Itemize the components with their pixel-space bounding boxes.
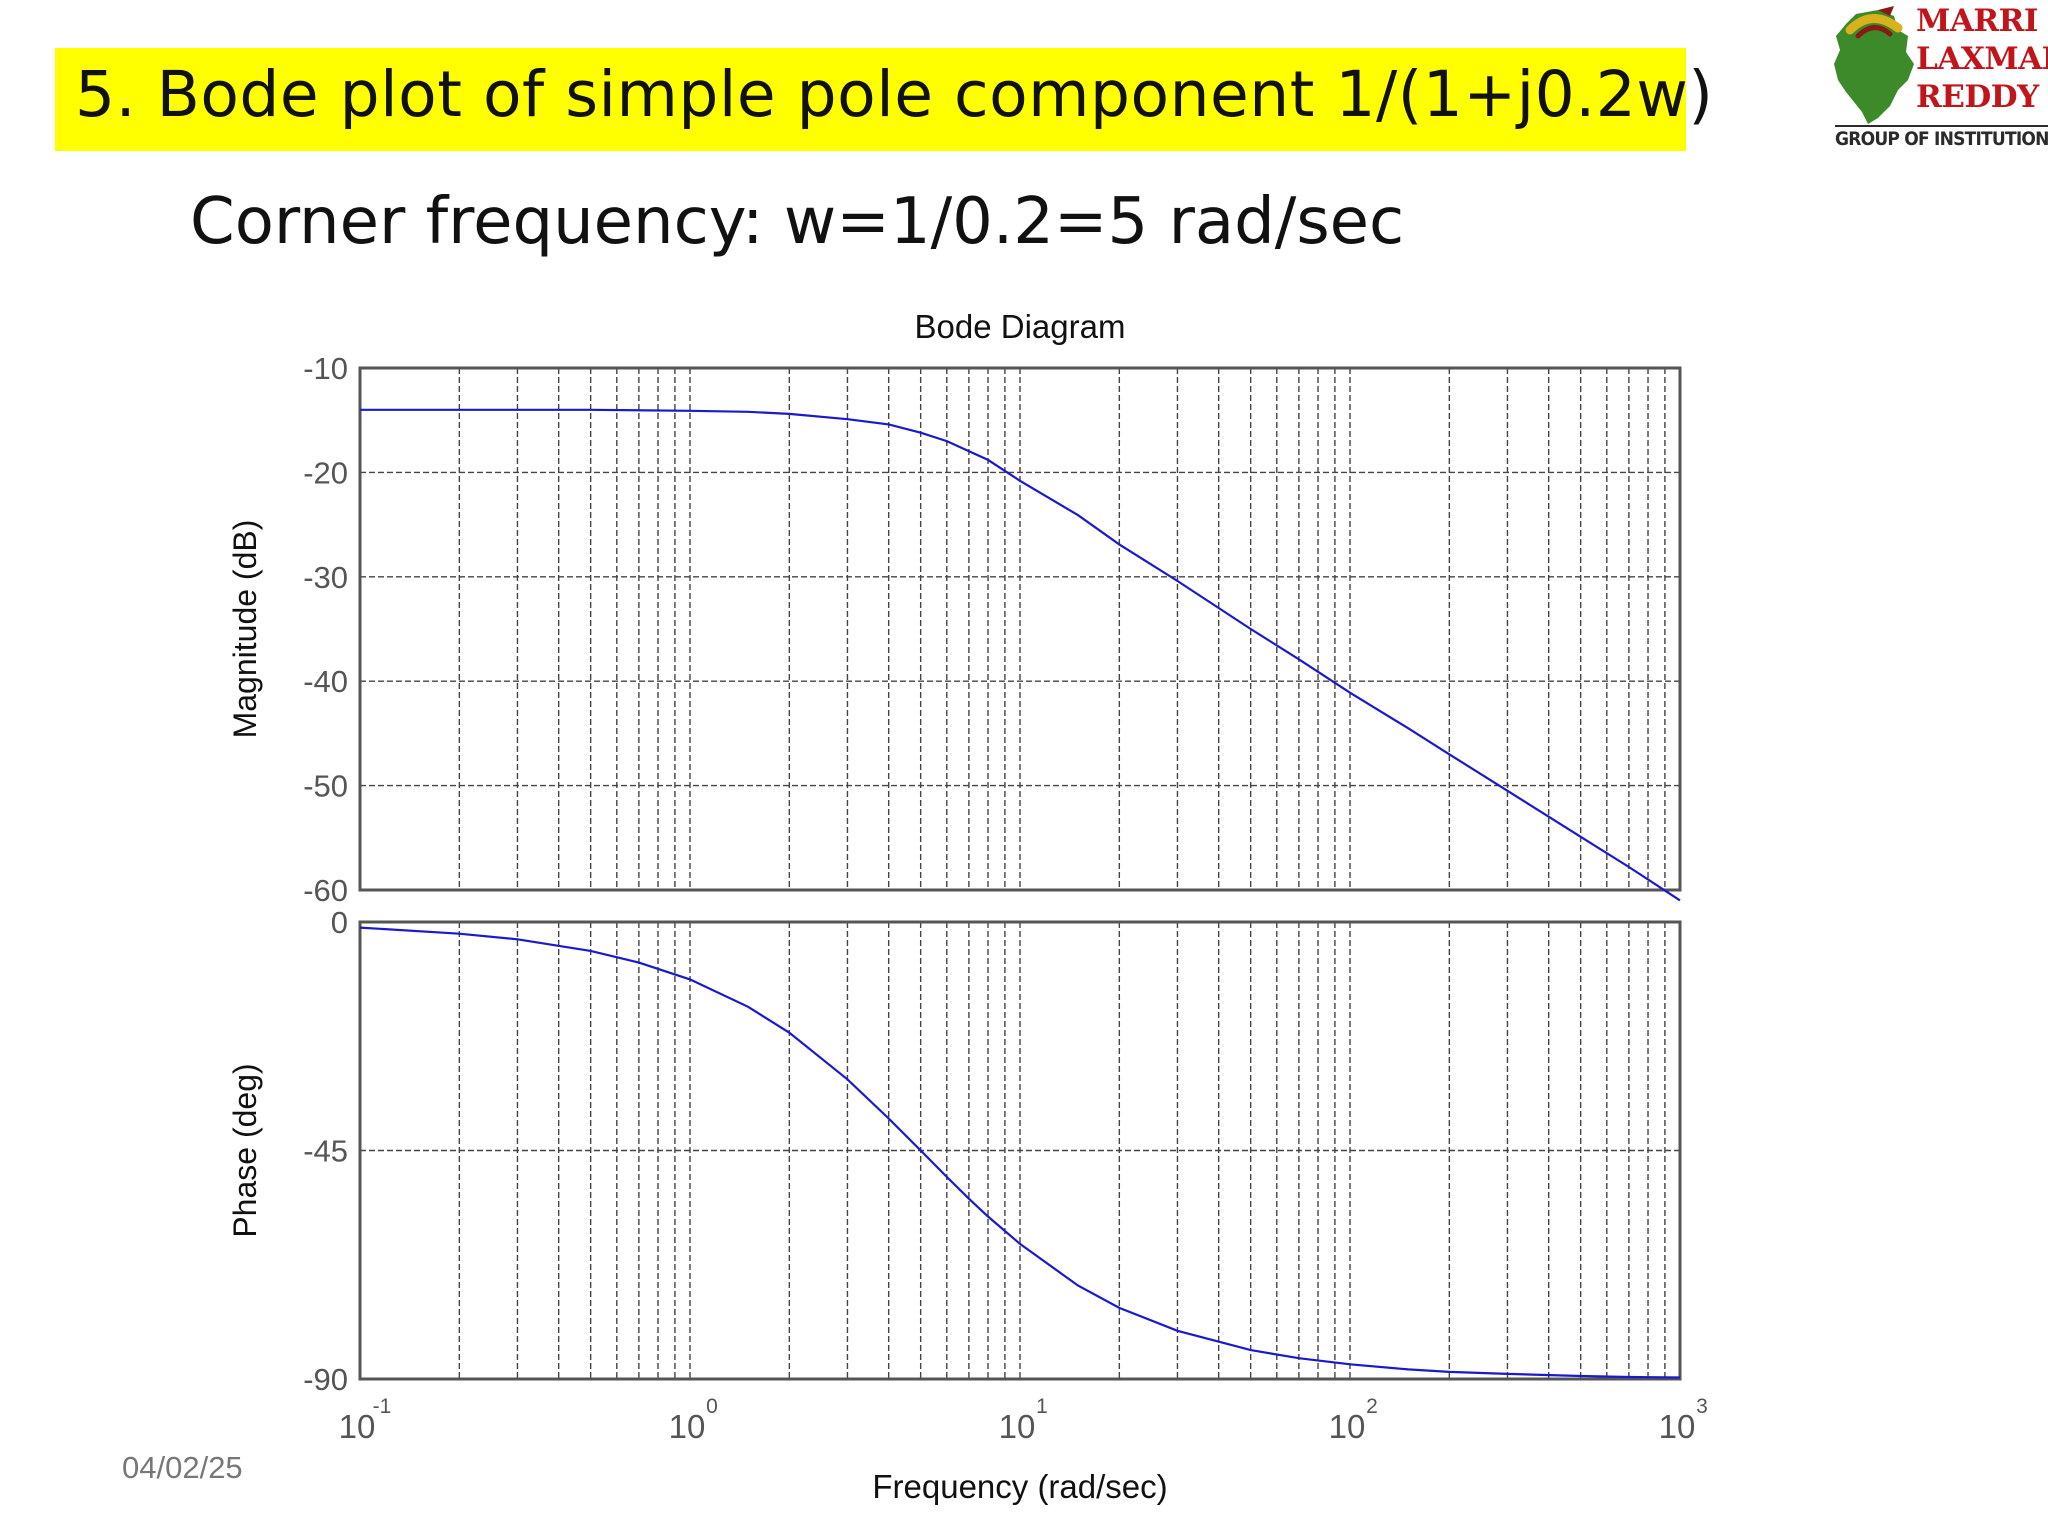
x-axis-label: Frequency (rad/sec)	[872, 1468, 1167, 1505]
logo-line-3: REDDY	[1916, 79, 2039, 115]
x-tick-base: 10	[669, 1408, 706, 1445]
chart-title: Bode Diagram	[915, 308, 1126, 345]
curve-layer	[359, 408, 1681, 1379]
y-tick-label: -45	[303, 1134, 348, 1169]
x-tick-exponent: 0	[706, 1395, 718, 1418]
x-tick-exponent: 2	[1366, 1395, 1378, 1418]
phase-series-line	[359, 926, 1681, 1379]
y-tick-label: -20	[303, 455, 348, 490]
x-tick-base: 10	[339, 1408, 376, 1445]
x-tick-base: 10	[999, 1408, 1036, 1445]
slide-title: 5. Bode plot of simple pole component 1/…	[75, 58, 1714, 131]
x-tick-base: 10	[1329, 1408, 1366, 1445]
y-tick-label: -30	[303, 560, 348, 595]
y-tick-label: 0	[331, 905, 348, 940]
y-tick-label: -40	[303, 664, 348, 699]
logo-tagline: GROUP OF INSTITUTIONS	[1835, 125, 2048, 150]
title-banner: 5. Bode plot of simple pole component 1/…	[55, 48, 1713, 151]
magnitude-y-axis-label: Magnitude (dB)	[227, 520, 263, 739]
slide-subtitle: Corner frequency: w=1/0.2=5 rad/sec	[190, 185, 1405, 259]
state-map-emblem-icon	[1834, 6, 1914, 124]
institution-logo: MARRI LAXMAN REDDY GROUP OF INSTITUTIONS	[1828, 0, 2048, 156]
x-tick-base: 10	[1659, 1408, 1696, 1445]
x-tick-exponent: 1	[1036, 1395, 1048, 1418]
phase-axes-frame	[358, 920, 1682, 1381]
axes-frames	[358, 366, 1682, 1381]
x-tick-exponent: -1	[373, 1395, 392, 1418]
magnitude-series-line	[360, 408, 1681, 902]
grid-layer	[360, 368, 1680, 1379]
y-tick-label: -60	[303, 873, 348, 908]
y-tick-label: -50	[303, 769, 348, 804]
logo-line-1: MARRI	[1916, 3, 2038, 39]
y-tick-label: -90	[303, 1362, 348, 1397]
slide-date: 04/02/25	[122, 1450, 243, 1485]
magnitude-axes-frame	[358, 366, 1682, 892]
logo-line-2: LAXMAN	[1916, 41, 2048, 77]
x-tick-exponent: 3	[1696, 1395, 1708, 1418]
y-tick-label: -10	[303, 351, 348, 386]
phase-y-axis-label: Phase (deg)	[227, 1063, 263, 1237]
